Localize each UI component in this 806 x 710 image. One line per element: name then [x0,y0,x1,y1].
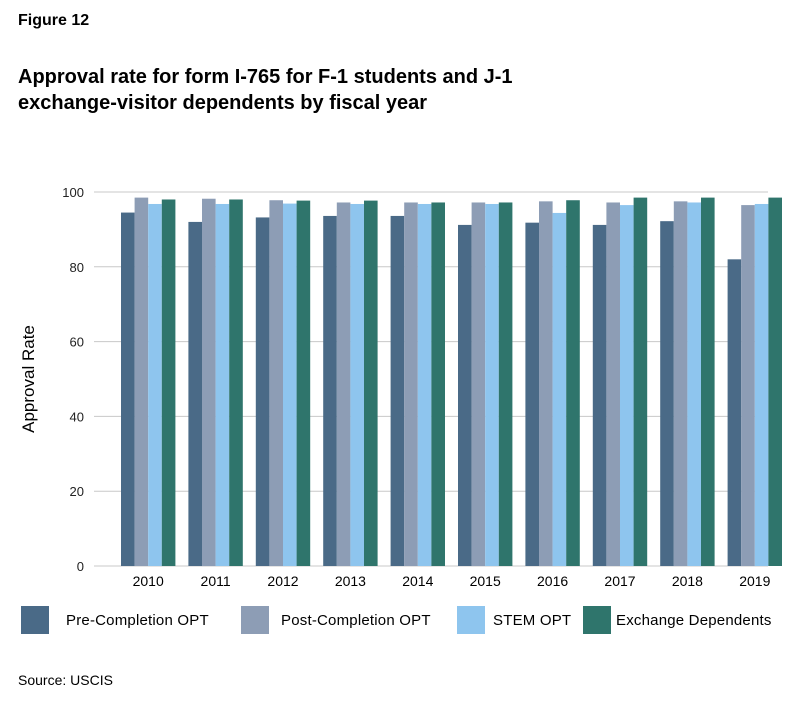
x-tick-label-2010: 2010 [133,573,164,589]
bar-stem-opt-2015 [485,203,499,566]
legend-swatch-exchange-dependents [583,606,611,634]
x-tick-label-2013: 2013 [335,573,366,589]
bar-post-completion-opt-2015 [471,202,486,567]
bar-stem-opt-2017 [620,205,634,566]
chart-title: Approval rate for form I-765 for F-1 stu… [18,64,618,116]
bar-post-completion-opt-2019 [741,205,755,566]
y-tick-label-0: 0 [77,559,84,574]
x-tick-label-2015: 2015 [470,573,501,589]
bar-exchange-dependents-2016 [566,200,580,566]
x-tick-label-2011: 2011 [201,573,231,589]
bar-pre-completion-opt-2012 [255,217,270,566]
bar-exchange-dependents-2013 [364,200,378,567]
bar-stem-opt-2018 [687,202,701,567]
bar-stem-opt-2011 [215,203,230,566]
bar-post-completion-opt-2017 [606,202,620,567]
y-tick-label-80: 80 [70,260,84,275]
bar-pre-completion-opt-2015 [458,224,472,567]
bar-pre-completion-opt-2011 [188,221,202,567]
x-tick-label-2017: 2017 [604,573,635,589]
bar-pre-completion-opt-2018 [660,221,674,566]
bar-exchange-dependents-2018 [701,197,715,567]
x-tick-label-2018: 2018 [672,573,703,589]
bar-stem-opt-2016 [552,212,567,566]
bar-exchange-dependents-2015 [498,202,513,567]
legend-label-pre-completion-opt: Pre-Completion OPT [66,612,209,629]
bar-stem-opt-2014 [417,203,432,566]
legend-swatch-post-completion-opt [241,606,269,634]
y-tick-label-60: 60 [70,335,84,350]
bar-exchange-dependents-2019 [768,197,782,567]
bar-stem-opt-2019 [754,203,769,566]
bar-pre-completion-opt-2016 [525,222,539,566]
bar-stem-opt-2010 [148,203,162,566]
bar-post-completion-opt-2012 [269,200,283,566]
bar-stem-opt-2013 [350,203,364,566]
source-note: Source: USCIS [18,672,113,688]
bar-stem-opt-2012 [283,203,297,566]
bar-chart: 0 20 40 60 80 100 Approval Rate 2010 2011 2012 201… [19,185,782,589]
bar-exchange-dependents-2010 [161,199,176,567]
bar-pre-completion-opt-2014 [390,215,405,566]
legend-swatch-stem-opt [457,606,485,634]
legend-label-stem-opt: STEM OPT [493,612,572,629]
legend-label-post-completion-opt: Post-Completion OPT [281,612,431,629]
bar-pre-completion-opt-2013 [323,215,337,566]
x-tick-label-2012: 2012 [267,573,298,589]
bar-exchange-dependents-2014 [431,202,445,567]
x-tick-label-2016: 2016 [537,573,568,589]
legend-swatch-pre-completion-opt [21,606,49,634]
legend-label-exchange-dependents: Exchange Dependents [616,612,772,629]
figure-label: Figure 12 [18,12,90,29]
bar-post-completion-opt-2014 [404,202,418,567]
bar-pre-completion-opt-2019 [727,259,742,566]
bar-post-completion-opt-2010 [134,197,149,567]
bar-post-completion-opt-2018 [673,201,688,566]
x-tick-label-2014: 2014 [402,573,433,589]
y-tick-label-100: 100 [62,185,84,200]
bar-exchange-dependents-2017 [633,197,648,567]
bar-post-completion-opt-2011 [202,198,216,566]
bar-pre-completion-opt-2017 [592,224,607,567]
y-tick-label-40: 40 [70,409,84,424]
bar-post-completion-opt-2013 [336,202,351,567]
bar-exchange-dependents-2012 [296,200,311,567]
x-tick-label-2019: 2019 [739,573,770,589]
y-tick-label-20: 20 [70,484,84,499]
bar-exchange-dependents-2011 [229,199,243,567]
bar-post-completion-opt-2016 [539,201,553,566]
chart-title-line-1: Approval rate for form I-765 for F-1 stu… [18,66,513,88]
bar-pre-completion-opt-2010 [121,212,135,566]
y-axis-label: Approval Rate [19,325,38,433]
chart-title-line-2: exchange-visitor dependents by fiscal ye… [18,92,428,114]
